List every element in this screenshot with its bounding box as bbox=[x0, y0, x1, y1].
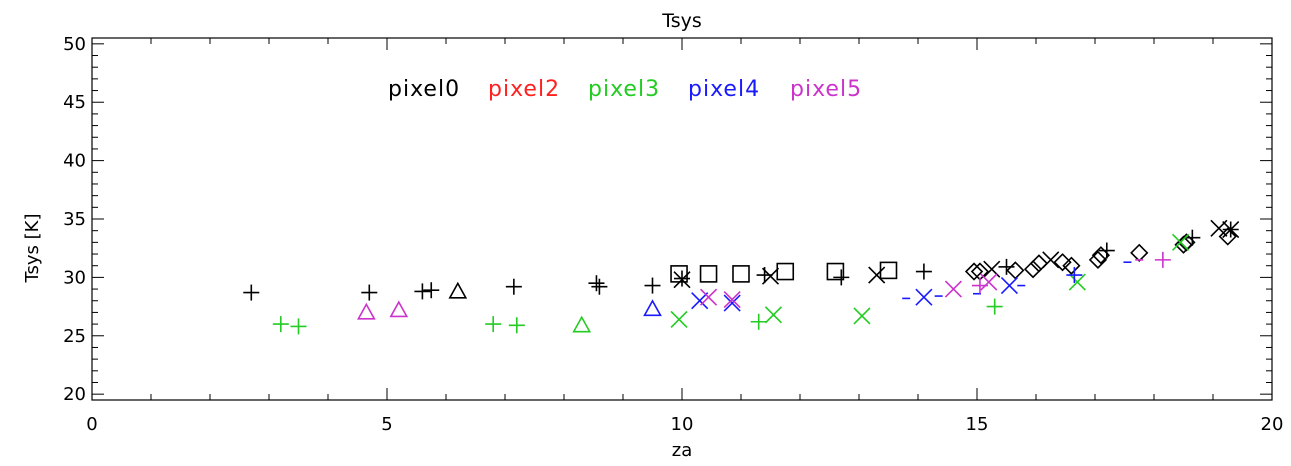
data-point-pixel4 bbox=[1000, 276, 1019, 295]
y-tick-label: 40 bbox=[63, 151, 86, 172]
data-point-pixel0 bbox=[964, 262, 984, 281]
data-point-pixel0 bbox=[674, 270, 690, 287]
data-point-pixel4 bbox=[643, 299, 662, 317]
plot-frame bbox=[91, 37, 1273, 401]
data-point-pixel0 bbox=[1006, 261, 1025, 280]
data-point-pixel0 bbox=[1222, 220, 1240, 239]
data-point-pixel4 bbox=[723, 294, 741, 312]
data-point-pixel0 bbox=[414, 283, 431, 300]
legend-item-pixel5: pixel5 bbox=[790, 77, 862, 102]
data-point-pixel0 bbox=[1053, 253, 1072, 272]
chart-title: Tsys bbox=[661, 10, 702, 32]
legend-item-pixel2: pixel2 bbox=[488, 77, 560, 102]
data-point-pixel0 bbox=[776, 262, 795, 281]
data-point-pixel0 bbox=[1088, 250, 1108, 270]
y-tick-label: 45 bbox=[63, 92, 86, 113]
data-point-pixel0 bbox=[644, 277, 661, 294]
y-axis-label: Tsys [K] bbox=[22, 214, 43, 284]
data-point-pixel3 bbox=[750, 313, 767, 330]
data-point-pixel0 bbox=[699, 265, 718, 283]
data-point-pixel3 bbox=[670, 310, 688, 328]
y-tick-label: 25 bbox=[63, 326, 86, 347]
data-point-pixel3 bbox=[272, 316, 289, 333]
data-point-pixel5 bbox=[944, 280, 962, 298]
data-point-pixel3 bbox=[290, 318, 307, 335]
data-point-pixel3 bbox=[853, 307, 871, 325]
axes: 0 5 10 15 20 20 25 30 35 40 45 50 bbox=[63, 34, 1283, 435]
data-point-pixel0 bbox=[243, 284, 260, 301]
x-tick-label: 0 bbox=[86, 414, 97, 435]
y-tick-label: 35 bbox=[63, 209, 86, 230]
data-point-pixel3 bbox=[986, 298, 1003, 315]
data-point-pixel5 bbox=[356, 302, 376, 320]
y-tick-label: 50 bbox=[63, 34, 86, 55]
y-tick-label: 30 bbox=[63, 267, 86, 288]
legend: pixel0 pixel2 pixel3 pixel4 pixel5 bbox=[388, 77, 862, 102]
data-point-pixel4 bbox=[691, 292, 709, 310]
data-point-pixel0 bbox=[1098, 242, 1115, 259]
data-point-pixel0 bbox=[448, 281, 468, 299]
data-point-pixel0 bbox=[1062, 256, 1081, 275]
x-axis-label: za bbox=[672, 440, 692, 461]
data-point-pixel0 bbox=[998, 258, 1015, 275]
data-point-pixel0 bbox=[1029, 254, 1049, 273]
x-tick-label: 20 bbox=[1261, 414, 1284, 435]
legend-item-pixel3: pixel3 bbox=[588, 77, 660, 102]
data-point-pixel0 bbox=[1184, 229, 1201, 246]
data-point-pixel5 bbox=[980, 273, 998, 291]
data-point-pixel3 bbox=[764, 306, 783, 324]
data-point-pixel3 bbox=[1171, 233, 1190, 251]
data-point-pixel0 bbox=[761, 267, 780, 285]
data-point-pixel5 bbox=[723, 291, 741, 309]
y-tick-label: 20 bbox=[63, 384, 86, 405]
data-point-pixel0 bbox=[1023, 260, 1043, 279]
data-point-pixel0 bbox=[826, 262, 845, 281]
data-point-pixel0 bbox=[588, 275, 605, 292]
legend-item-pixel0: pixel0 bbox=[388, 77, 460, 102]
x-tick-label: 5 bbox=[381, 414, 392, 435]
data-point-pixel0 bbox=[833, 269, 850, 286]
data-point-pixel3 bbox=[485, 316, 502, 333]
data-point-pixel3 bbox=[508, 317, 525, 334]
data-point-pixel0 bbox=[423, 282, 440, 299]
data-point-pixel0 bbox=[970, 262, 990, 281]
data-point-pixel0 bbox=[868, 266, 886, 284]
data-point-pixel0 bbox=[670, 265, 688, 283]
data-point-pixel0 bbox=[505, 278, 522, 295]
data-point-pixel0 bbox=[1218, 227, 1237, 246]
data-point-pixel4 bbox=[1066, 267, 1083, 284]
data-point-pixel3 bbox=[572, 315, 592, 333]
data-point-pixel4 bbox=[915, 288, 933, 306]
data-point-pixel0 bbox=[361, 284, 378, 301]
data-point-pixel0 bbox=[879, 261, 898, 280]
data-point-pixel5 bbox=[1154, 251, 1171, 268]
data-point-pixel0 bbox=[591, 278, 608, 295]
legend-item-pixel4: pixel4 bbox=[688, 77, 760, 102]
data-point-pixel0 bbox=[915, 263, 932, 280]
data-point-pixel5 bbox=[699, 288, 718, 306]
x-tick-label: 15 bbox=[966, 414, 989, 435]
x-tick-label: 10 bbox=[671, 414, 694, 435]
data-point-pixel0 bbox=[1042, 251, 1060, 269]
data-point-pixel0 bbox=[732, 265, 750, 283]
data-point-pixel5 bbox=[389, 300, 409, 318]
data-points bbox=[243, 219, 1240, 335]
data-point-pixel3 bbox=[1068, 273, 1086, 291]
data-point-pixel0 bbox=[1130, 243, 1149, 262]
